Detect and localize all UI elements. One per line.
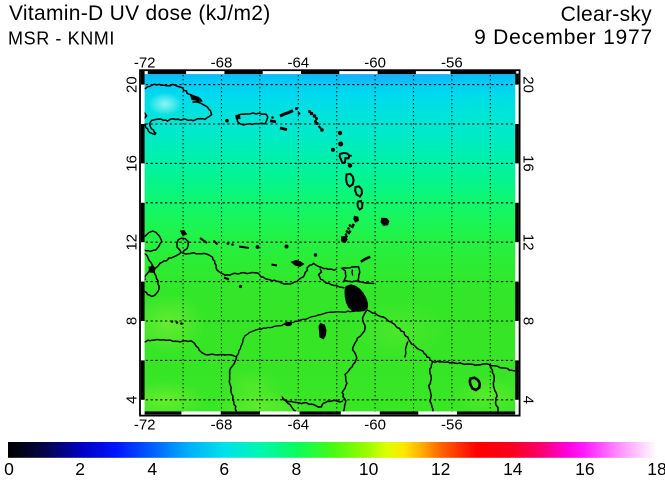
svg-text:12: 12 (431, 459, 450, 479)
svg-text:4: 4 (124, 396, 141, 404)
svg-text:-56: -56 (441, 417, 463, 434)
svg-text:14: 14 (503, 459, 523, 479)
svg-text:Vitamin-D UV dose (kJ/m2): Vitamin-D UV dose (kJ/m2) (9, 2, 271, 25)
svg-text:6: 6 (219, 459, 229, 479)
svg-text:-60: -60 (364, 417, 386, 434)
svg-text:20: 20 (520, 76, 537, 93)
svg-text:8: 8 (520, 317, 537, 325)
svg-text:12: 12 (124, 234, 141, 251)
svg-text:MSR - KNMI: MSR - KNMI (8, 29, 115, 49)
svg-text:4: 4 (520, 396, 537, 404)
svg-text:-72: -72 (134, 417, 156, 434)
svg-text:16: 16 (124, 155, 141, 172)
svg-text:Clear-sky: Clear-sky (561, 3, 653, 26)
svg-text:12: 12 (520, 234, 537, 251)
svg-text:-56: -56 (441, 55, 463, 72)
svg-text:8: 8 (124, 317, 141, 325)
svg-text:-60: -60 (364, 55, 386, 72)
svg-text:2: 2 (75, 459, 85, 479)
svg-text:16: 16 (575, 459, 594, 479)
svg-text:10: 10 (359, 459, 379, 479)
svg-text:-68: -68 (211, 417, 233, 434)
svg-text:16: 16 (520, 155, 537, 172)
svg-text:-72: -72 (134, 55, 156, 72)
svg-text:0: 0 (4, 459, 14, 479)
svg-text:-64: -64 (287, 417, 309, 434)
svg-text:-68: -68 (211, 55, 233, 72)
svg-text:4: 4 (147, 459, 157, 479)
svg-text:8: 8 (292, 459, 302, 479)
svg-text:-64: -64 (287, 55, 309, 72)
svg-text:18: 18 (647, 459, 665, 479)
svg-text:9 December 1977: 9 December 1977 (474, 26, 653, 49)
svg-text:20: 20 (124, 76, 141, 93)
